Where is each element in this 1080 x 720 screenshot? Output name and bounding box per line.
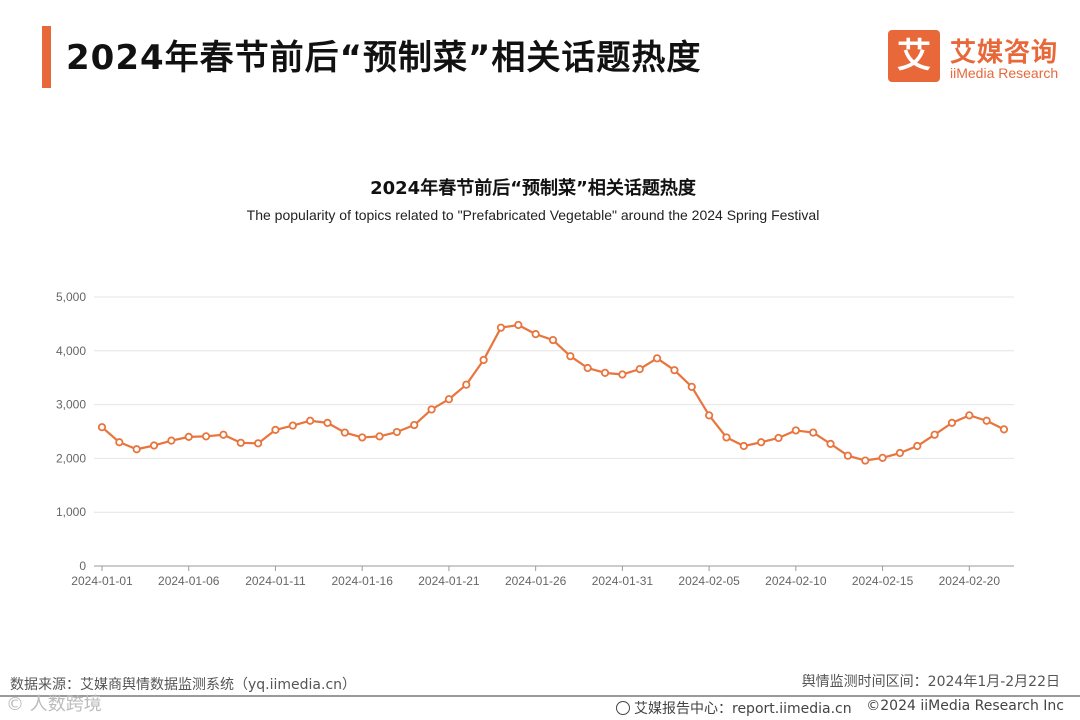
x-tick-label: 2024-01-26	[505, 574, 567, 588]
data-point	[444, 395, 454, 404]
data-point	[652, 354, 662, 363]
report-center-text: 艾媒报告中心：report.iimedia.cn	[634, 701, 852, 717]
data-point	[722, 433, 731, 442]
data-point	[201, 432, 211, 441]
x-tick-label: 2024-01-16	[331, 574, 393, 588]
y-tick-label: 0	[79, 559, 86, 573]
data-point	[462, 380, 471, 389]
data-point	[843, 451, 852, 460]
y-tick-label: 4,000	[56, 344, 86, 358]
data-point	[878, 453, 887, 462]
data-point	[236, 438, 245, 447]
chart-gridlines	[94, 296, 1014, 513]
logo-chinese-name: 艾媒咨询	[950, 38, 1059, 68]
data-point	[340, 428, 349, 437]
data-point	[97, 423, 107, 432]
monitoring-period-note: 舆情监测时间区间：2024年1月-2月22日	[801, 674, 1060, 690]
y-tick-label: 2,000	[56, 451, 86, 465]
x-tick-label: 2024-02-20	[939, 574, 1001, 588]
footer-divider	[0, 695, 1080, 697]
data-point	[184, 432, 193, 441]
x-tick-label: 2024-01-11	[245, 574, 306, 588]
x-tick-label: 2024-02-05	[678, 574, 740, 588]
data-point	[288, 421, 297, 430]
chart-subtitle: The popularity of topics related to "Pre…	[246, 207, 820, 223]
data-point	[982, 416, 991, 425]
data-point	[687, 382, 696, 391]
data-point	[600, 368, 610, 377]
data-point	[757, 438, 766, 447]
data-point	[149, 441, 159, 450]
data-point	[635, 364, 644, 374]
data-point	[705, 411, 714, 420]
chart-axes: 0 1,000 2,000 3,000 4,000 5,000 2024-01-01 2024…	[56, 290, 1014, 588]
chart-title: 2024年春节前后“预制菜”相关话题热度	[370, 178, 696, 199]
data-point	[670, 366, 679, 375]
logo-mark-icon: 艾	[888, 30, 940, 82]
logo-english-name: iiMedia Research	[950, 65, 1059, 81]
data-point	[306, 416, 315, 425]
watermark: © 人数跨境	[6, 694, 102, 715]
copyright-notice: ©2024 iiMedia Research Inc	[866, 698, 1064, 714]
data-point	[358, 433, 367, 442]
y-tick-label: 1,000	[56, 505, 86, 519]
data-point	[774, 433, 783, 443]
data-point	[861, 456, 870, 465]
data-point	[271, 425, 280, 434]
y-tick-label: 5,000	[56, 290, 86, 304]
data-point	[479, 355, 488, 365]
data-point	[167, 436, 176, 445]
data-point	[583, 363, 592, 373]
data-point	[427, 405, 436, 414]
data-point	[895, 448, 905, 458]
x-tick-label: 2024-01-21	[418, 574, 480, 588]
data-point	[514, 320, 523, 330]
globe-icon	[616, 701, 630, 715]
data-point	[254, 439, 263, 448]
data-point	[375, 432, 384, 441]
data-point	[392, 427, 401, 437]
data-point	[965, 411, 974, 420]
data-point	[566, 352, 575, 361]
data-point	[618, 370, 627, 379]
data-point	[791, 426, 800, 435]
data-point	[739, 441, 748, 451]
series-line	[101, 323, 1005, 462]
data-point	[548, 335, 558, 345]
chart-series	[97, 320, 1009, 465]
x-tick-label: 2024-02-15	[852, 574, 914, 588]
title-accent-bar	[42, 26, 51, 88]
data-point	[531, 330, 540, 339]
data-point	[999, 425, 1009, 434]
data-point	[323, 418, 332, 427]
data-source-note: 数据来源：艾媒商舆情数据监测系统（yq.iimedia.cn）	[10, 677, 357, 693]
data-point	[826, 439, 835, 448]
page-title: 2024年春节前后“预制菜”相关话题热度	[66, 38, 702, 78]
x-tick-label: 2024-01-01	[71, 574, 133, 588]
x-tick-label: 2024-02-10	[765, 574, 827, 588]
data-point	[410, 420, 419, 430]
data-point	[913, 441, 922, 451]
data-point	[930, 430, 939, 439]
data-point	[947, 418, 957, 427]
data-point	[219, 430, 228, 439]
data-point	[132, 445, 141, 454]
data-point	[115, 438, 124, 447]
iimedia-logo: 艾 艾媒咨询 iiMedia Research	[888, 30, 1068, 84]
x-tick-label: 2024-01-31	[592, 574, 654, 588]
report-center-link[interactable]: 艾媒报告中心：report.iimedia.cn	[616, 698, 852, 718]
data-point	[496, 323, 506, 332]
x-tick-label: 2024-01-06	[158, 574, 220, 588]
y-tick-label: 3,000	[56, 398, 86, 412]
data-point	[809, 428, 818, 437]
